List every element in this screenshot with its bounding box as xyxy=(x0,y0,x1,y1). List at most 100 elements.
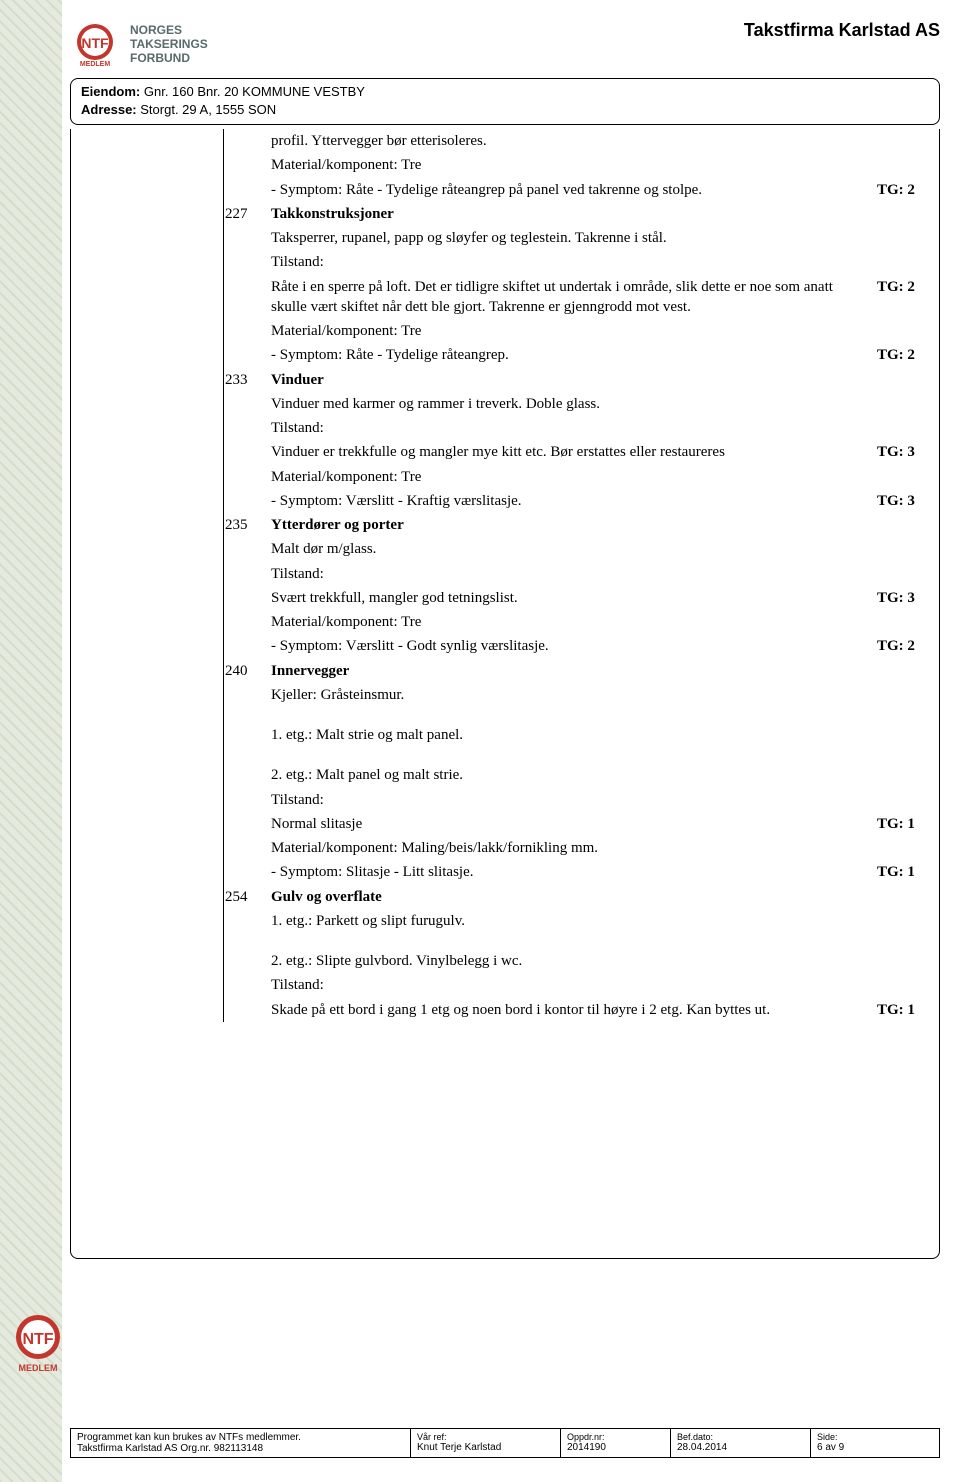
line-text: Tilstand: xyxy=(271,564,877,584)
line-text: Tilstand: xyxy=(271,975,877,995)
left-blank-column xyxy=(71,129,223,1022)
section-heading: Ytterdører og porter xyxy=(271,515,939,535)
content-line: Tilstand: xyxy=(271,788,939,812)
content-line: - Symptom: Værslitt - Kraftig værslitasj… xyxy=(271,489,939,513)
logo-block: NTF MEDLEM NORGES TAKSERINGS FORBUND xyxy=(70,20,208,70)
content-line: 1. etg.: Malt strie og malt panel. xyxy=(271,723,939,747)
company-name: Takstfirma Karlstad AS xyxy=(744,20,940,41)
content-line: Malt dør m/glass. xyxy=(271,537,939,561)
svg-text:NTF: NTF xyxy=(22,1331,53,1348)
line-text: profil. Yttervegger bør etterisoleres. xyxy=(271,131,877,151)
footer-badge: NTF MEDLEM xyxy=(10,1311,66,1382)
content-line: Material/komponent: Maling/beis/lakk/for… xyxy=(271,836,939,860)
content-line: 2. etg.: Slipte gulvbord. Vinylbelegg i … xyxy=(271,949,939,973)
footer: Programmet kan kun brukes av NTFs medlem… xyxy=(70,1428,940,1458)
line-text: Material/komponent: Tre xyxy=(271,467,877,487)
content-line: Vinduer er trekkfulle og mangler mye kit… xyxy=(271,440,939,464)
content-line: - Symptom: Råte - Tydelige råteangrep på… xyxy=(271,178,939,202)
line-text: - Symptom: Råte - Tydelige råteangrep på… xyxy=(271,180,877,200)
line-text: Material/komponent: Tre xyxy=(271,155,877,175)
background-ornament xyxy=(0,0,62,1482)
logo-text: NORGES TAKSERINGS FORBUND xyxy=(130,24,208,65)
line-text: Material/komponent: Tre xyxy=(271,612,877,632)
content-line: - Symptom: Værslitt - Godt synlig værsli… xyxy=(271,634,939,658)
section-number: 254 xyxy=(225,887,265,906)
footer-col-value: 2014190 xyxy=(567,1442,664,1453)
content-line: Skade på ett bord i gang 1 etg og noen b… xyxy=(271,998,939,1022)
line-text: Tilstand: xyxy=(271,418,877,438)
line-text: 2. etg.: Malt panel og malt strie. xyxy=(271,765,877,785)
section-heading: Gulv og overflate xyxy=(271,887,939,907)
tg-value: TG: 2 xyxy=(877,636,939,656)
line-text: 1. etg.: Malt strie og malt panel. xyxy=(271,725,877,745)
footer-col-label: Bef.dato: xyxy=(677,1432,804,1442)
property-box: Eiendom: Gnr. 160 Bnr. 20 KOMMUNE VESTBY… xyxy=(70,78,940,125)
line-text: Tilstand: xyxy=(271,252,877,272)
line-text: Normal slitasje xyxy=(271,814,877,834)
section-number: 240 xyxy=(225,661,265,680)
tg-value: TG: 1 xyxy=(877,862,939,882)
section-body: Innervegger Kjeller: Gråsteinsmur. 1. etg.… xyxy=(271,661,939,885)
footer-note-1: Programmet kan kun brukes av NTFs medlem… xyxy=(77,1432,404,1443)
section-body: TakkonstruksjonerTaksperrer, rupanel, pa… xyxy=(271,204,939,368)
content-line: Vinduer med karmer og rammer i treverk. … xyxy=(271,392,939,416)
section-number: 233 xyxy=(225,370,265,389)
line-text: - Symptom: Råte - Tydelige råteangrep. xyxy=(271,345,877,365)
line-text: Kjeller: Gråsteinsmur. xyxy=(271,685,877,705)
footer-note-2: Takstfirma Karlstad AS Org.nr. 982113148 xyxy=(77,1443,404,1454)
content-line: Material/komponent: Tre xyxy=(271,319,939,343)
content-line: - Symptom: Råte - Tydelige råteangrep.TG… xyxy=(271,343,939,367)
tg-value: TG: 1 xyxy=(877,814,939,834)
line-text: Taksperrer, rupanel, papp og sløyfer og … xyxy=(271,228,877,248)
line-text: - Symptom: Værslitt - Godt synlig værsli… xyxy=(271,636,877,656)
content-line: Tilstand: xyxy=(271,562,939,586)
content-line: Tilstand: xyxy=(271,416,939,440)
svg-text:MEDLEM: MEDLEM xyxy=(80,61,111,68)
content-line: Taksperrer, rupanel, papp og sløyfer og … xyxy=(271,226,939,250)
tg-value: TG: 2 xyxy=(877,180,939,200)
footer-col-label: Oppdr.nr: xyxy=(567,1432,664,1442)
section-body: VinduerVinduer med karmer og rammer i tr… xyxy=(271,370,939,514)
line-text: 2. etg.: Slipte gulvbord. Vinylbelegg i … xyxy=(271,951,877,971)
logo-line: NORGES xyxy=(130,24,208,38)
content-line: Material/komponent: Tre xyxy=(271,465,939,489)
svg-text:NTF: NTF xyxy=(81,35,109,51)
tg-value: TG: 3 xyxy=(877,588,939,608)
content-line: Material/komponent: Tre xyxy=(271,153,939,177)
tg-value: TG: 2 xyxy=(877,345,939,365)
line-text: Vinduer er trekkfulle og mangler mye kit… xyxy=(271,442,877,462)
sections-container: profil. Yttervegger bør etterisoleres. Ma… xyxy=(267,129,939,1022)
header: NTF MEDLEM NORGES TAKSERINGS FORBUND Tak… xyxy=(70,20,940,70)
page: NTF MEDLEM NORGES TAKSERINGS FORBUND Tak… xyxy=(70,20,940,1259)
line-text: Skade på ett bord i gang 1 etg og noen b… xyxy=(271,1000,877,1020)
line-text: Vinduer med karmer og rammer i treverk. … xyxy=(271,394,877,414)
line-text: Material/komponent: Tre xyxy=(271,321,877,341)
line-text: Råte i en sperre på loft. Det er tidligr… xyxy=(271,277,877,318)
content-table: profil. Yttervegger bør etterisoleres. Ma… xyxy=(71,129,939,1022)
section-body: Ytterdører og porterMalt dør m/glass. Til… xyxy=(271,515,939,659)
content-line: Råte i en sperre på loft. Det er tidligr… xyxy=(271,275,939,320)
content-line: - Symptom: Slitasje - Litt slitasje.TG: … xyxy=(271,860,939,884)
content-line: 2. etg.: Malt panel og malt strie. xyxy=(271,763,939,787)
adresse-label: Adresse: xyxy=(81,102,137,117)
content-line: Normal slitasjeTG: 1 xyxy=(271,812,939,836)
tg-value: TG: 3 xyxy=(877,442,939,462)
content-line: Material/komponent: Tre xyxy=(271,610,939,634)
section-number xyxy=(225,129,265,131)
line-text: - Symptom: Værslitt - Kraftig værslitasj… xyxy=(271,491,877,511)
content-line: Svært trekkfull, mangler god tetningslis… xyxy=(271,586,939,610)
content-line: Tilstand: xyxy=(271,973,939,997)
tg-value: TG: 1 xyxy=(877,1000,939,1020)
line-text: Tilstand: xyxy=(271,790,877,810)
content-box: profil. Yttervegger bør etterisoleres. Ma… xyxy=(70,129,940,1259)
section-heading: Innervegger xyxy=(271,661,939,681)
section-body: Gulv og overflate1. etg.: Parkett og sli… xyxy=(271,887,939,1022)
content-line: Tilstand: xyxy=(271,250,939,274)
logo-line: FORBUND xyxy=(130,52,208,66)
footer-col-value: Knut Terje Karlstad xyxy=(417,1442,554,1453)
section-number: 235 xyxy=(225,515,265,534)
ntf-medlem-icon: NTF MEDLEM xyxy=(10,1311,66,1377)
section-number: 227 xyxy=(225,204,265,223)
adresse-value: Storgt. 29 A, 1555 SON xyxy=(140,102,276,117)
content-line: Kjeller: Gråsteinsmur. xyxy=(271,683,939,707)
